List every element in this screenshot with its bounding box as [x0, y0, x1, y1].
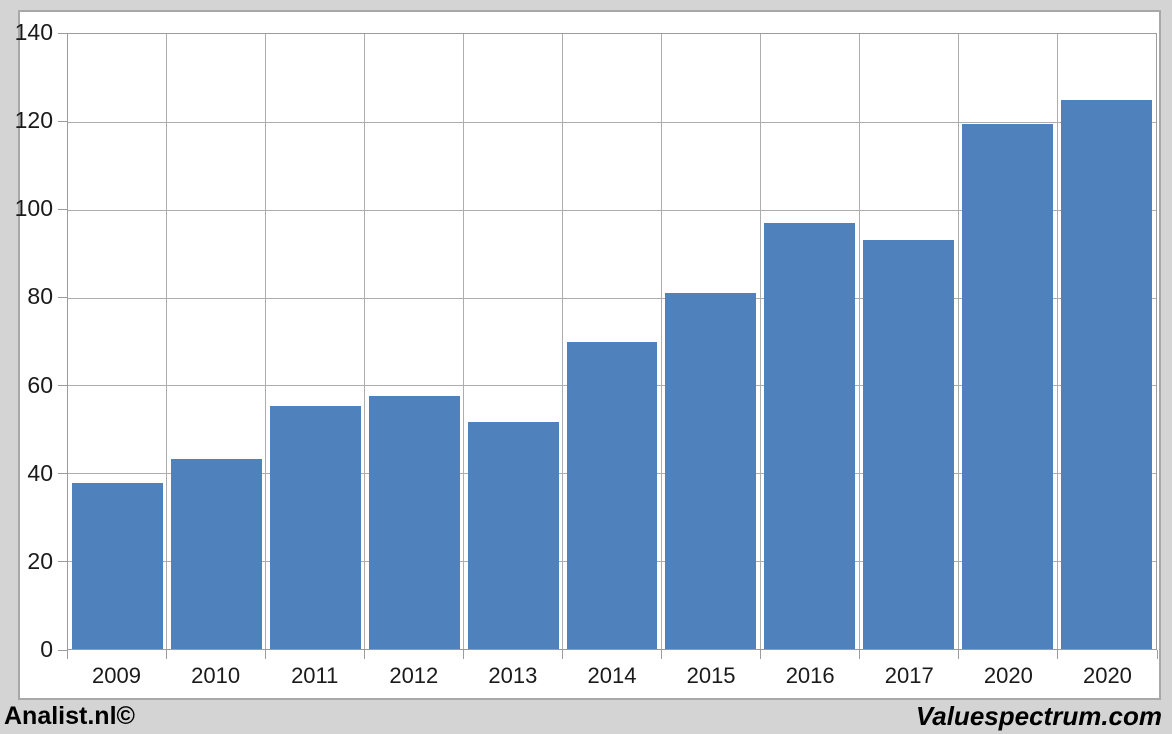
y-axis: 0 20 40 60 80 100 120 140	[15, 19, 67, 662]
x-tick-label: 2011	[291, 663, 339, 688]
x-tick-mark	[561, 650, 563, 659]
x-tick-mark	[264, 650, 266, 659]
x-tick-label: 2012	[389, 663, 439, 688]
v-gridline	[166, 34, 168, 649]
x-tick-label: 2020	[983, 663, 1033, 688]
bar-2013	[467, 422, 559, 649]
v-gridline	[463, 34, 465, 649]
bar-2010	[170, 458, 262, 649]
h-gridline	[68, 297, 1156, 299]
x-tick-mark	[958, 650, 960, 659]
y-tick-label: 80	[27, 283, 53, 310]
x-tick-label: 2009	[92, 663, 142, 688]
x-tick-label: 2010	[191, 663, 241, 688]
bar-2020	[1061, 99, 1152, 649]
x-tick-mark	[1156, 650, 1158, 659]
bar-2017	[863, 240, 955, 649]
v-gridline	[858, 34, 860, 649]
analist-credit: Analist.nl©	[4, 702, 135, 730]
x-tick-mark	[661, 650, 663, 659]
y-tick-mark	[58, 208, 67, 210]
bar-2011	[269, 406, 361, 649]
v-gridline	[364, 34, 366, 649]
bar-2020	[962, 124, 1054, 649]
bar-2009	[72, 483, 163, 649]
y-tick-mark	[58, 561, 67, 563]
x-tick-label: 2013	[488, 663, 538, 688]
y-tick-mark	[58, 120, 67, 122]
x-tick-label: 2014	[587, 663, 637, 688]
v-gridline	[759, 34, 761, 649]
h-gridline	[68, 121, 1156, 123]
x-axis: 2009 2010 2011 2012 2013 2014 2015 2016 2017 2020…	[66, 650, 1158, 694]
x-tick-label: 2016	[785, 663, 835, 688]
x-tick-label: 2015	[686, 663, 736, 688]
y-tick-mark	[58, 473, 67, 475]
y-tick-label: 120	[14, 107, 53, 134]
valuespectrum-credit: Valuespectrum.com	[915, 701, 1162, 731]
x-tick-label: 2017	[884, 663, 934, 688]
x-tick-mark	[1057, 650, 1059, 659]
bar-2015	[665, 293, 757, 649]
y-tick-label: 40	[27, 459, 53, 486]
plot-area	[67, 33, 1157, 650]
y-tick-label: 60	[27, 371, 53, 398]
v-gridline	[660, 34, 662, 649]
x-tick-mark	[165, 650, 167, 659]
x-tick-mark	[66, 650, 68, 659]
bar-2016	[764, 222, 856, 649]
v-gridline	[562, 34, 564, 649]
x-tick-label: 2020	[1082, 663, 1132, 688]
x-tick-mark	[760, 650, 762, 659]
bar-2014	[566, 341, 658, 649]
v-gridline	[957, 34, 959, 649]
y-tick-mark	[58, 32, 67, 34]
v-gridline	[1056, 34, 1058, 649]
y-tick-label: 140	[14, 18, 53, 45]
x-tick-mark	[859, 650, 861, 659]
y-tick-label: 0	[40, 635, 53, 662]
y-tick-label: 100	[14, 195, 53, 222]
bar-2012	[368, 395, 460, 649]
chart-panel: 0 20 40 60 80 100 120 140 2009 2010 2011 2012 2013 2…	[15, 10, 1161, 700]
y-tick-mark	[58, 296, 67, 298]
h-gridline	[68, 209, 1156, 211]
v-gridline	[265, 34, 267, 649]
y-tick-mark	[58, 385, 67, 387]
x-tick-mark	[462, 650, 464, 659]
x-tick-mark	[363, 650, 365, 659]
y-tick-mark	[58, 649, 67, 651]
y-tick-label: 20	[27, 547, 53, 574]
